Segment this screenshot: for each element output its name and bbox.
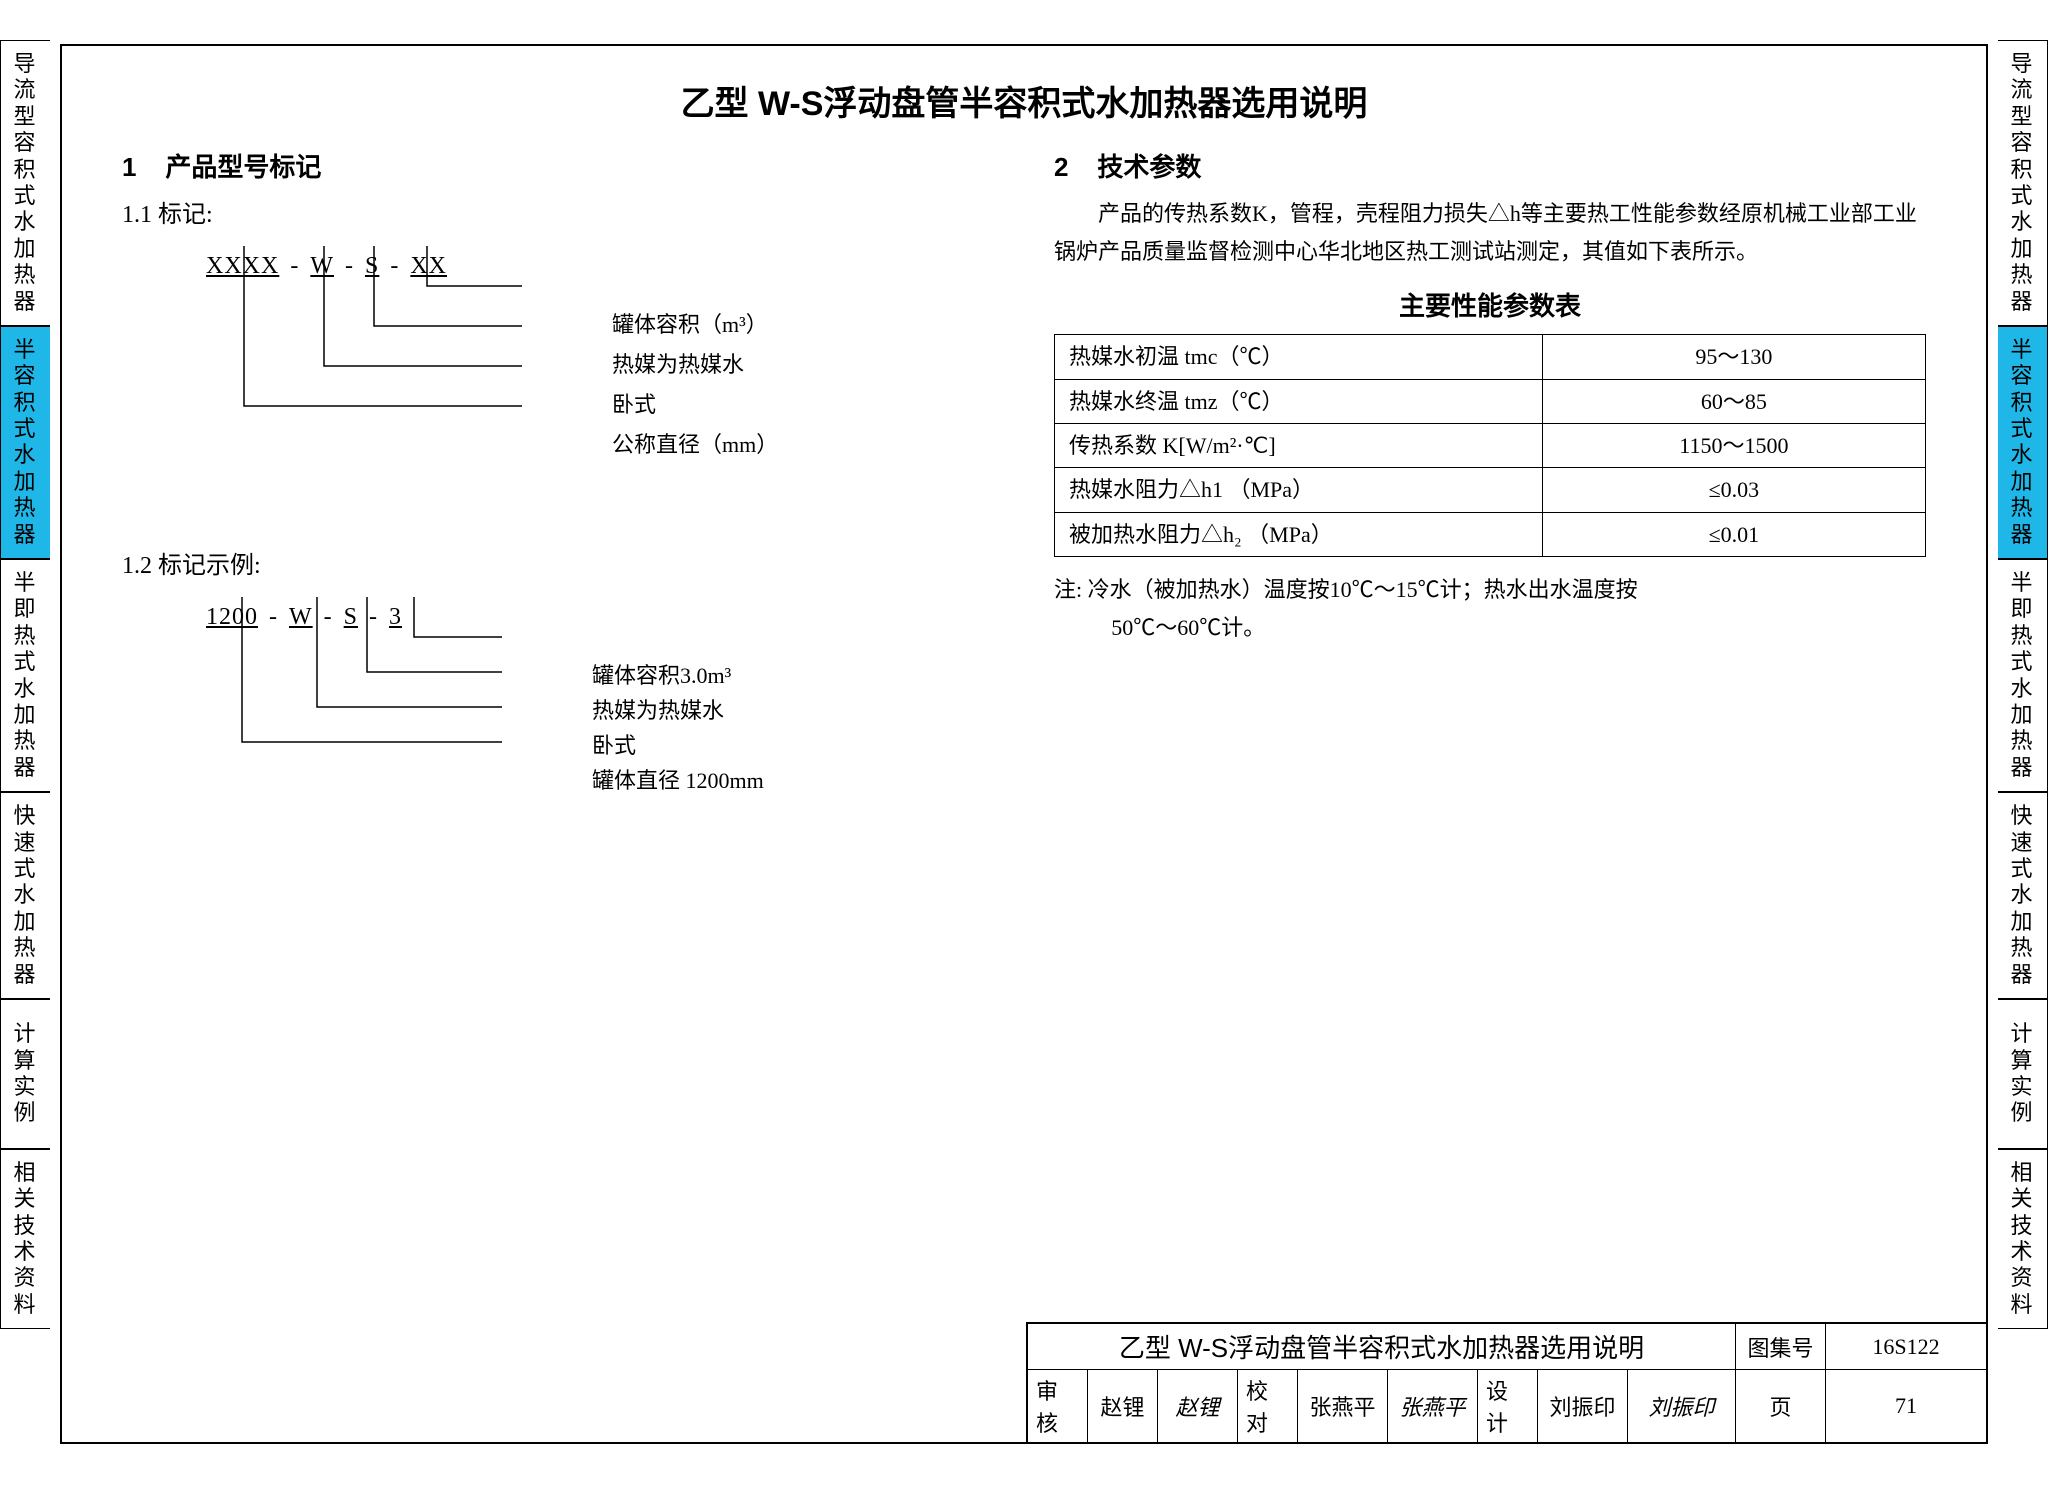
right-side-tabs: 导流型容积式水加热器 半容积式水加热器 半即热式水加热器 快速式水加热器 计算实… xyxy=(1998,40,2048,1329)
tb-review-name: 赵锂 xyxy=(1088,1370,1158,1442)
sec2-para: 产品的传热系数K，管程，壳程阻力损失△h等主要热工性能参数经原机械工业部工业锅炉… xyxy=(1054,195,1926,270)
param-value: ≤0.01 xyxy=(1542,512,1925,556)
ex-p2: W xyxy=(285,604,317,630)
param-row: 传热系数 K[W/m²·℃]1150～1500 xyxy=(1055,423,1926,467)
side-tab-r4[interactable]: 计算实例 xyxy=(1998,999,2048,1149)
tb-review-sig: 赵锂 xyxy=(1158,1370,1238,1442)
param-value: 1150～1500 xyxy=(1542,423,1925,467)
side-tab-0[interactable]: 导流型容积式水加热器 xyxy=(0,40,50,326)
tb-check-lbl: 校对 xyxy=(1238,1370,1298,1442)
tb-design-lbl: 设计 xyxy=(1478,1370,1538,1442)
tb-page-lbl: 页 xyxy=(1736,1370,1826,1442)
tb-design-name: 刘振印 xyxy=(1538,1370,1628,1442)
drawing-frame: 乙型 W-S浮动盘管半容积式水加热器选用说明 1 产品型号标记 1.1 标记: … xyxy=(60,44,1988,1444)
side-tab-r5[interactable]: 相关技术资料 xyxy=(1998,1149,2048,1329)
side-tab-r1[interactable]: 半容积式水加热器 xyxy=(1998,326,2048,559)
side-tab-r4-label: 计算实例 xyxy=(2010,1021,2034,1127)
model-code-pattern: XXXX - W - S - XX xyxy=(202,246,451,287)
side-tab-r3-label: 快速式水加热器 xyxy=(2010,803,2034,988)
code-p2: W xyxy=(306,253,338,279)
param-name: 被加热水阻力△h₂ （MPa） xyxy=(1055,512,1543,556)
ex-label-1: 热媒为热媒水 xyxy=(592,692,724,729)
param-row: 热媒水初温 tmc（℃）95～130 xyxy=(1055,335,1926,379)
ex-label-3: 罐体直径 1200mm xyxy=(592,762,764,799)
side-tab-r0[interactable]: 导流型容积式水加热器 xyxy=(1998,40,2048,326)
ex-p1: 1200 xyxy=(202,604,262,630)
code-p4: XX xyxy=(406,253,451,279)
code-p3: S xyxy=(361,253,383,279)
doc-title: 乙型 W-S浮动盘管半容积式水加热器选用说明 xyxy=(122,76,1926,125)
side-tab-3[interactable]: 快速式水加热器 xyxy=(0,792,50,999)
side-tab-r3[interactable]: 快速式水加热器 xyxy=(1998,792,2048,999)
title-block: 乙型 W-S浮动盘管半容积式水加热器选用说明 图集号 16S122 审核 赵锂 … xyxy=(1026,1322,1986,1442)
side-tab-2-label: 半即热式水加热器 xyxy=(13,570,37,781)
sec1-title: 产品型号标记 xyxy=(165,152,321,182)
tb-review-lbl: 审核 xyxy=(1028,1370,1088,1442)
sec12-heading: 1.2 标记示例: xyxy=(122,546,994,587)
side-tab-0-label: 导流型容积式水加热器 xyxy=(13,51,37,315)
sec11-heading: 1.1 标记: xyxy=(122,195,994,236)
left-column: 1 产品型号标记 1.1 标记: XXXX - W - S - XX xyxy=(122,145,994,857)
param-value: 95～130 xyxy=(1542,335,1925,379)
sec2-heading: 2 技术参数 xyxy=(1054,145,1926,189)
param-name: 热媒水初温 tmc（℃） xyxy=(1055,335,1543,379)
tb-check-name: 张燕平 xyxy=(1298,1370,1388,1442)
model-code-diagram: XXXX - W - S - XX xyxy=(202,246,994,506)
side-tab-2[interactable]: 半即热式水加热器 xyxy=(0,559,50,792)
sec2-title: 技术参数 xyxy=(1097,152,1201,182)
param-name: 传热系数 K[W/m²·℃] xyxy=(1055,423,1543,467)
side-tab-3-label: 快速式水加热器 xyxy=(13,803,37,988)
sec2-num: 2 xyxy=(1054,152,1068,182)
side-tab-1-label: 半容积式水加热器 xyxy=(13,337,37,548)
tb-check-sig: 张燕平 xyxy=(1388,1370,1478,1442)
tb-atlas-no: 16S122 xyxy=(1826,1324,1986,1369)
note-line1: 冷水（被加热水）温度按10℃～15℃计；热水出水温度按 xyxy=(1088,577,1638,602)
side-tab-4-label: 计算实例 xyxy=(13,1021,37,1127)
code-label-1: 热媒为热媒水 xyxy=(612,346,744,383)
code-label-3: 公称直径（mm） xyxy=(612,426,778,463)
tb-page-no: 71 xyxy=(1826,1370,1986,1442)
side-tab-4[interactable]: 计算实例 xyxy=(0,999,50,1149)
code-p1: XXXX xyxy=(202,253,283,279)
ex-label-2: 卧式 xyxy=(592,727,636,764)
side-tab-r2[interactable]: 半即热式水加热器 xyxy=(1998,559,2048,792)
side-tab-r2-label: 半即热式水加热器 xyxy=(2010,570,2034,781)
ex-p4: 3 xyxy=(385,604,406,630)
side-tab-r1-label: 半容积式水加热器 xyxy=(2010,337,2034,548)
tb-design-sig: 刘振印 xyxy=(1628,1370,1736,1442)
param-name: 热媒水阻力△h1 （MPa） xyxy=(1055,468,1543,512)
left-side-tabs: 导流型容积式水加热器 半容积式水加热器 半即热式水加热器 快速式水加热器 计算实… xyxy=(0,40,50,1329)
right-column: 2 技术参数 产品的传热系数K，管程，壳程阻力损失△h等主要热工性能参数经原机械… xyxy=(1054,145,1926,857)
code-label-2: 卧式 xyxy=(612,386,656,423)
sec1-num: 1 xyxy=(122,152,136,182)
ex-p3: S xyxy=(340,604,362,630)
content-area: 乙型 W-S浮动盘管半容积式水加热器选用说明 1 产品型号标记 1.1 标记: … xyxy=(62,46,1986,1352)
param-value: ≤0.03 xyxy=(1542,468,1925,512)
side-tab-5[interactable]: 相关技术资料 xyxy=(0,1149,50,1329)
side-tab-5-label: 相关技术资料 xyxy=(13,1160,37,1318)
code-label-0: 罐体容积（m³） xyxy=(612,306,768,343)
model-code-example: 1200 - W - S - 3 xyxy=(202,597,406,638)
tb-atlas-label: 图集号 xyxy=(1736,1324,1826,1369)
note-line2: 50℃～60℃计。 xyxy=(1054,609,1926,646)
param-table-body: 热媒水初温 tmc（℃）95～130热媒水终温 tmz（℃）60～85传热系数 … xyxy=(1055,335,1926,557)
tb-main-title: 乙型 W-S浮动盘管半容积式水加热器选用说明 xyxy=(1028,1324,1736,1369)
param-row: 热媒水终温 tmz（℃）60～85 xyxy=(1055,379,1926,423)
side-tab-1[interactable]: 半容积式水加热器 xyxy=(0,326,50,559)
param-row: 热媒水阻力△h1 （MPa）≤0.03 xyxy=(1055,468,1926,512)
note-label: 注: xyxy=(1054,577,1082,602)
param-table-title: 主要性能参数表 xyxy=(1054,284,1926,328)
param-row: 被加热水阻力△h₂ （MPa）≤0.01 xyxy=(1055,512,1926,556)
param-name: 热媒水终温 tmz（℃） xyxy=(1055,379,1543,423)
side-tab-r5-label: 相关技术资料 xyxy=(2010,1160,2034,1318)
sec1-heading: 1 产品型号标记 xyxy=(122,145,994,189)
side-tab-r0-label: 导流型容积式水加热器 xyxy=(2010,51,2034,315)
ex-label-0: 罐体容积3.0m³ xyxy=(592,657,731,694)
param-value: 60～85 xyxy=(1542,379,1925,423)
param-table: 热媒水初温 tmc（℃）95～130热媒水终温 tmz（℃）60～85传热系数 … xyxy=(1054,334,1926,557)
model-code-example-diagram: 1200 - W - S - 3 xyxy=(202,597,994,857)
table-note: 注: 冷水（被加热水）温度按10℃～15℃计；热水出水温度按 50℃～60℃计。 xyxy=(1054,571,1926,646)
